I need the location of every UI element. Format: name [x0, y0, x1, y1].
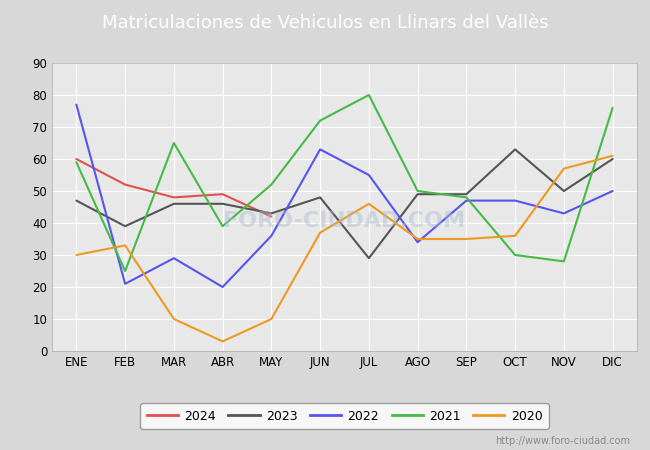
Legend: 2024, 2023, 2022, 2021, 2020: 2024, 2023, 2022, 2021, 2020 — [140, 403, 549, 429]
Text: http://www.foro-ciudad.com: http://www.foro-ciudad.com — [495, 436, 630, 446]
Text: Matriculaciones de Vehiculos en Llinars del Vallès: Matriculaciones de Vehiculos en Llinars … — [101, 14, 549, 32]
Text: FORO-CIUDAD.COM: FORO-CIUDAD.COM — [224, 212, 465, 231]
